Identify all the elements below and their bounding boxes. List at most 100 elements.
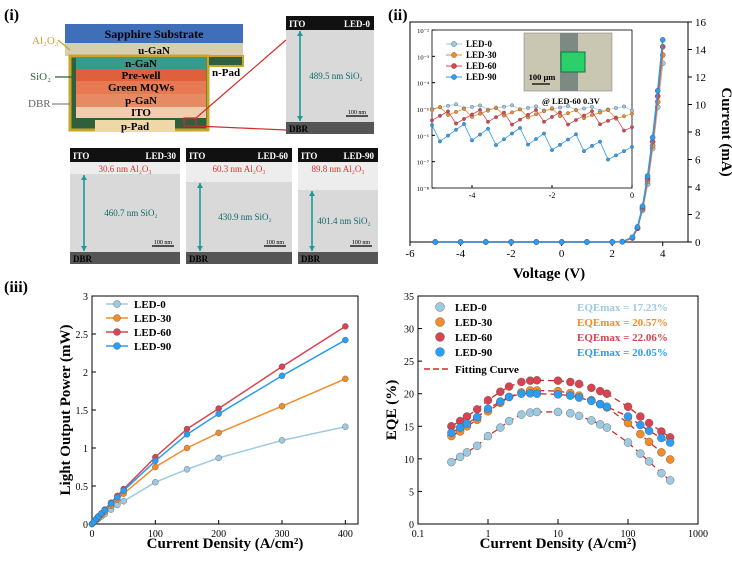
inset-point-led-60 — [454, 121, 458, 126]
sem-2-al2o3-layer — [186, 162, 292, 182]
lop-legend-marker — [113, 314, 121, 322]
eqe-legend-label-led-30: LED-30 — [455, 317, 493, 329]
emission-spot — [560, 51, 586, 73]
sem-1-sio2-label: 460.7 nm SiO₂ — [104, 208, 157, 218]
eqe-point-led-90 — [657, 433, 666, 443]
inset-point-led-60 — [558, 110, 562, 115]
inset-point-led-90 — [502, 137, 506, 142]
inset-point-led-0 — [590, 104, 594, 109]
inset-point-led-90 — [558, 142, 562, 147]
inset-point-led-0 — [470, 104, 474, 109]
eqe-point-led-90 — [644, 426, 654, 436]
iv-ytick-label: 8 — [695, 127, 701, 139]
eqe-point-led-90 — [462, 419, 472, 428]
inset-point-led-60 — [478, 107, 482, 112]
iv-xtick-label: -2 — [507, 248, 516, 260]
panel-label-iii: (iii) — [4, 279, 28, 296]
lop-point-led-0 — [183, 466, 191, 473]
inset-point-led-30 — [438, 105, 442, 109]
inset-point-led-90 — [590, 143, 594, 148]
eqe-point-led-0 — [504, 416, 514, 426]
inset-point-led-60 — [630, 125, 634, 130]
eqe-max-label-led-0: EQEmax = 17.23% — [577, 302, 668, 314]
eqe-point-led-60 — [574, 379, 584, 389]
inset-point-led-60 — [614, 115, 618, 120]
eqe-max-label-led-90: EQEmax = 20.05% — [577, 347, 668, 359]
lop-legend-marker — [113, 328, 121, 336]
eqe-point-led-60 — [644, 418, 654, 428]
inset-point-led-90 — [550, 148, 554, 152]
lop-xtick-label: 200 — [211, 529, 226, 540]
inset-point-led-60 — [430, 118, 434, 123]
inset-legend-label-led-90: LED-90 — [466, 72, 497, 82]
lop-series-line-led-0 — [91, 425, 346, 525]
eqe-point-led-60 — [636, 412, 645, 421]
lop-point-led-90 — [342, 336, 349, 344]
sem-2-dbr-label: DBR — [189, 254, 209, 264]
inset-point-led-90 — [574, 132, 578, 137]
eqe-point-led-60 — [623, 402, 633, 411]
inset-point-led-30 — [478, 111, 482, 116]
eqe-point-led-90 — [455, 423, 465, 432]
eqe-ytick-label: 20 — [404, 390, 414, 401]
inset-point-led-60 — [582, 113, 586, 118]
eqe-point-led-60 — [587, 383, 596, 393]
eqe-ytick-label: 35 — [404, 292, 414, 303]
inset-ytick-label: 10⁻⁷ — [417, 160, 429, 167]
eqe-point-led-60 — [517, 377, 526, 387]
eqe-legend-marker — [435, 347, 445, 357]
lop-point-led-60 — [278, 363, 286, 370]
eqe-point-led-30 — [665, 455, 675, 464]
eqe-point-led-60 — [483, 396, 493, 405]
eqe-point-led-90 — [602, 402, 612, 411]
iv-point-led-90 — [629, 234, 636, 240]
layer-sapphire-label: Sapphire Substrate — [105, 27, 204, 41]
iv-point-led-90 — [609, 239, 615, 245]
eqe-legend-marker — [435, 302, 445, 312]
eqe-point-led-90 — [553, 390, 563, 399]
sem-0-ito-band — [286, 16, 374, 30]
lop-point-led-90 — [152, 457, 159, 465]
inset-point-led-30 — [590, 113, 594, 117]
iv-ylabel: Current (mA) — [718, 87, 732, 176]
lop-point-led-0 — [278, 437, 286, 444]
lop-series-line-led-60 — [91, 325, 346, 525]
lop-point-led-60 — [342, 323, 349, 330]
eqe-point-led-60 — [504, 382, 514, 391]
lop-legend-label-led-90: LED-90 — [134, 341, 172, 353]
sem-1-scale-label: 100 nm — [154, 240, 173, 246]
eqe-point-led-60 — [472, 405, 482, 414]
arrow-al2o3 — [57, 39, 71, 51]
eqe-legend-label-led-60: LED-60 — [455, 332, 493, 344]
eqe-point-led-0 — [517, 410, 526, 419]
lop-point-led-30 — [183, 444, 191, 452]
eqe-point-led-90 — [532, 389, 542, 398]
callout-line-bottom — [195, 125, 287, 131]
inset-point-led-60 — [606, 118, 610, 123]
iv-ytick-label: 10 — [695, 100, 707, 112]
inset-point-led-90 — [486, 126, 490, 131]
layer-ugan-label: u-GaN — [138, 45, 170, 57]
iv-ytick-label: 2 — [695, 210, 701, 222]
inset-point-led-60 — [502, 110, 506, 115]
inset-point-led-90 — [582, 149, 586, 154]
inset-point-led-60 — [510, 122, 514, 127]
sem-3-dbr-layer — [298, 252, 378, 264]
lop-point-led-90 — [215, 410, 222, 417]
sem-3-arrowhead-top — [309, 191, 315, 196]
sem-3-sio2-label: 401.4 nm SiO₂ — [317, 216, 370, 226]
eqe-point-led-60 — [532, 376, 542, 385]
sem-1-ito-band — [70, 148, 180, 162]
inset-point-led-90 — [430, 123, 434, 127]
inset-point-led-30 — [558, 114, 562, 119]
iv-point-led-90 — [619, 238, 626, 245]
lop-ytick-label: 2 — [83, 368, 88, 379]
eqe-max-label-led-60: EQEmax = 22.06% — [577, 332, 668, 344]
iv-point-led-90 — [654, 87, 661, 94]
lop-point-led-30 — [215, 429, 222, 436]
iv-xtick-label: 4 — [660, 248, 666, 260]
lop-point-led-0 — [215, 454, 222, 462]
inset-ytick-label: 10⁻⁸ — [417, 186, 430, 193]
inset-point-led-60 — [598, 122, 602, 127]
inset-point-led-30 — [550, 106, 554, 111]
